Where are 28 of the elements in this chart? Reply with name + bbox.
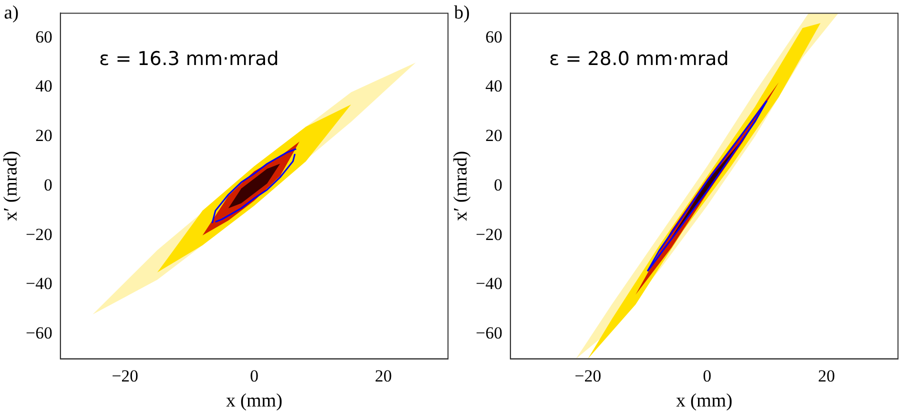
y-tick-label: 40 [35,76,52,96]
y-tick-label: −20 [476,224,502,244]
x-tick-label: −20 [112,366,138,386]
chart-title: b) [454,2,470,24]
y-tick-label: −40 [476,274,502,294]
y-tick-label: 60 [485,27,502,46]
y-tick-label: 60 [35,27,52,46]
y-tick-label: −20 [26,224,52,244]
y-tick-label: 20 [485,126,502,146]
y-tick-label: 20 [35,126,52,146]
y-tick-label: −40 [26,274,52,294]
y-axis-title: x′ (mrad) [0,150,22,222]
x-tick-label: 20 [374,366,392,386]
chart-title: a) [4,2,19,24]
x-tick-label: 0 [250,366,258,386]
y-axis-title: x′ (mrad) [450,150,472,222]
x-tick-label: 20 [818,366,835,386]
x-tick-label: −20 [574,366,602,386]
y-tick-label: 0 [494,175,502,194]
x-axis-title: x (mm) [226,390,282,412]
x-tick-label: 0 [702,366,712,386]
y-tick-label: −60 [476,324,502,343]
x-axis-title: x (mm) [676,390,732,412]
y-tick-label: 40 [485,76,502,96]
y-tick-label: −60 [26,324,52,343]
y-tick-label: 0 [44,175,52,194]
annotation: ε = 28.0 mm·mrad [549,48,729,70]
annotation: ε = 16.3 mm·mrad [99,48,279,70]
